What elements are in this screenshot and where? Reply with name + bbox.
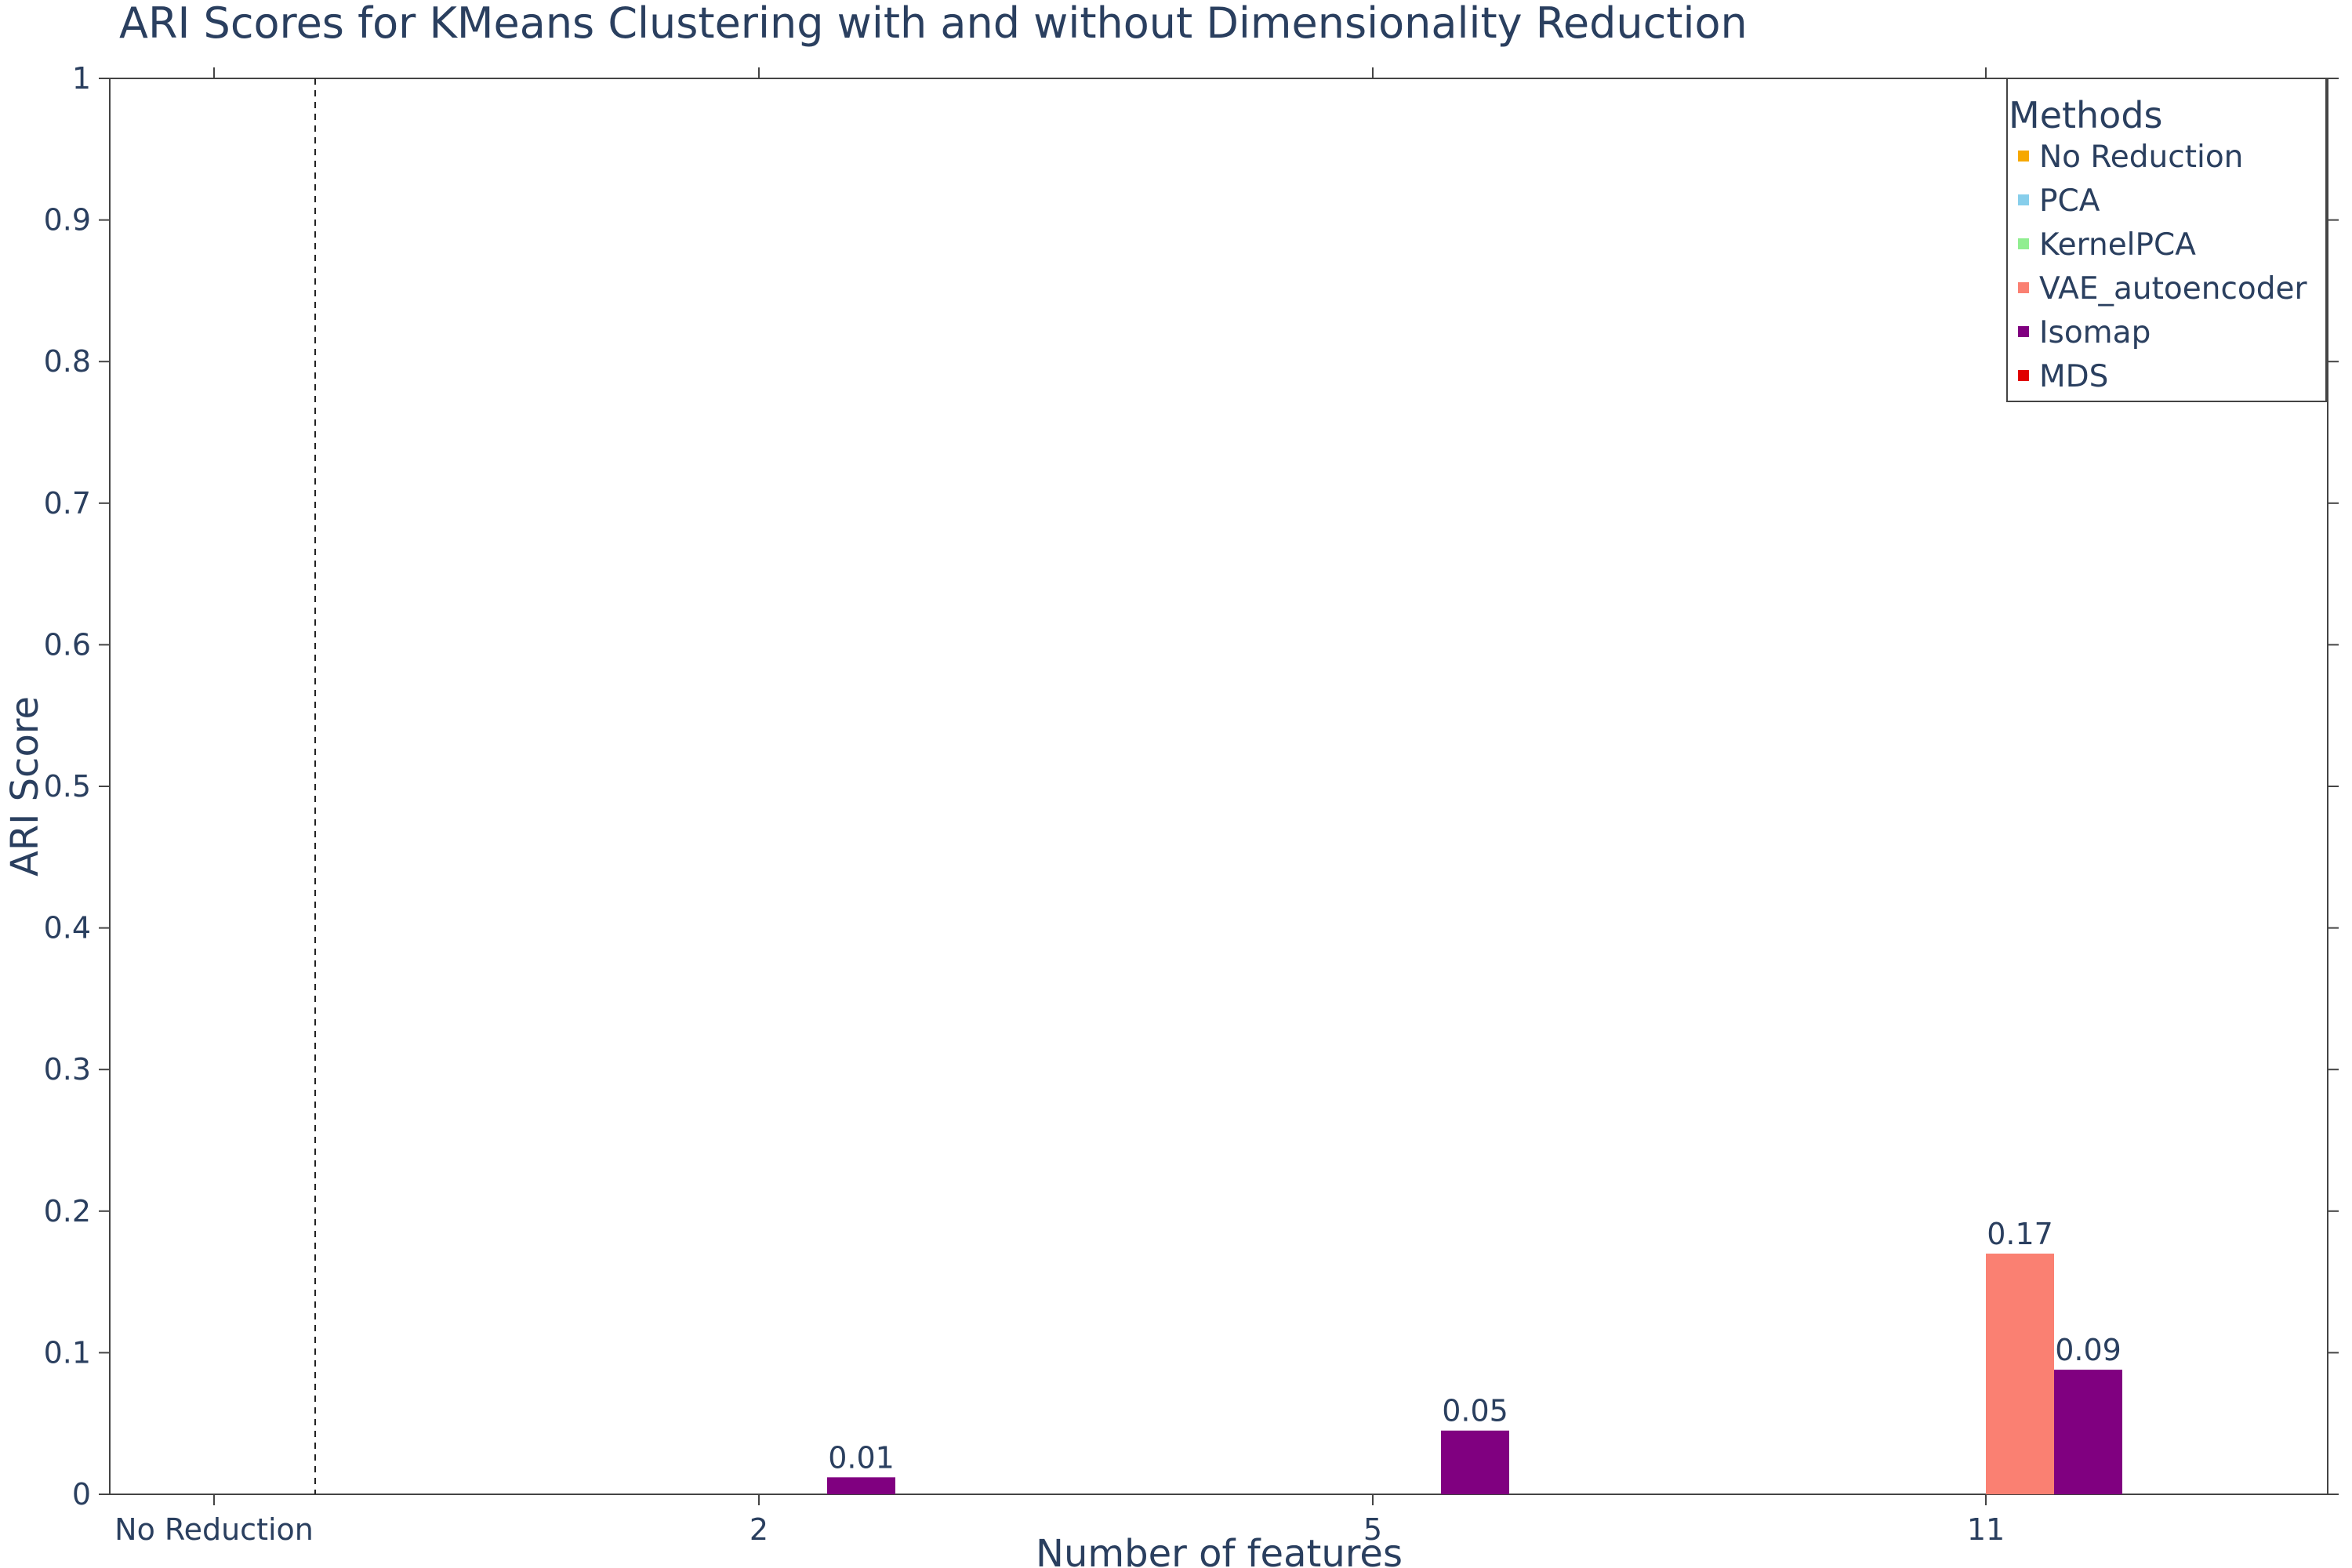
y-tick-label: 1 <box>72 61 91 96</box>
legend: Methods No Reduction PCA KernelPCA VAE_auto… <box>2006 78 2327 402</box>
legend-item[interactable]: VAE_autoencoder <box>2018 271 2308 307</box>
chart-title: ARI Scores for KMeans Clustering with an… <box>119 0 1748 48</box>
legend-swatch <box>2018 370 2029 381</box>
plot-area <box>109 78 2328 1495</box>
legend-swatch <box>2018 194 2029 205</box>
x-tick-label: No Reduction <box>114 1512 314 1547</box>
legend-swatch <box>2018 282 2029 293</box>
legend-item[interactable]: KernelPCA <box>2018 227 2196 263</box>
bar-data-label: 0.17 <box>1987 1217 2053 1251</box>
x-tick-label: 5 <box>1363 1512 1382 1547</box>
y-tick-label: 0.2 <box>44 1194 91 1229</box>
legend-item[interactable]: No Reduction <box>2018 140 2243 175</box>
bar-isomap-2 <box>827 1477 895 1494</box>
y-tick-label: 0.9 <box>44 203 91 238</box>
legend-label: PCA <box>2039 183 2100 219</box>
legend-swatch <box>2018 151 2029 162</box>
y-tick-label: 0.1 <box>44 1335 91 1370</box>
y-tick-label: 0.4 <box>44 911 91 946</box>
bar-isomap-5 <box>1441 1430 1509 1494</box>
y-tick-label: 0 <box>72 1477 91 1512</box>
legend-swatch <box>2018 238 2029 249</box>
bar-data-label: 0.05 <box>1442 1394 1508 1428</box>
x-tick-label: 11 <box>1967 1512 2005 1547</box>
y-tick-label: 0.8 <box>44 344 91 379</box>
bar-data-label: 0.09 <box>2055 1333 2122 1367</box>
plot-frame <box>109 78 2328 1495</box>
x-axis: No Reduction 2 5 11 <box>114 67 2005 1547</box>
legend-title: Methods <box>2009 94 2163 136</box>
legend-items: No Reduction PCA KernelPCA VAE_autoencoder I… <box>2018 140 2308 394</box>
legend-label: KernelPCA <box>2039 227 2196 263</box>
legend-item[interactable]: Isomap <box>2018 315 2151 350</box>
x-axis-title: Number of features <box>1036 1532 1403 1568</box>
x-tick-label: 2 <box>750 1512 768 1547</box>
legend-swatch <box>2018 326 2029 337</box>
y-axis-title: ARI Score <box>3 696 47 877</box>
bar-isomap-11 <box>2054 1370 2122 1494</box>
bar-data-label: 0.01 <box>828 1440 895 1475</box>
bars <box>827 1253 2122 1494</box>
legend-box <box>2006 78 2327 402</box>
legend-label: Isomap <box>2039 315 2151 350</box>
legend-label: VAE_autoencoder <box>2039 271 2308 307</box>
y-tick-label: 0.3 <box>44 1052 91 1087</box>
y-axis: 0 0.1 0.2 0.3 0.4 0.5 0.6 0.7 0.8 0.9 1 <box>44 61 2339 1512</box>
legend-label: No Reduction <box>2039 140 2243 175</box>
legend-item[interactable]: PCA <box>2018 183 2100 219</box>
y-tick-label: 0.5 <box>44 769 91 804</box>
bar-labels: 0.01 0.05 0.17 0.09 <box>828 1217 2122 1475</box>
bar-vae-autoencoder-11 <box>1986 1253 2054 1494</box>
legend-label: MDS <box>2039 359 2108 394</box>
y-tick-label: 0.6 <box>44 627 91 662</box>
y-tick-label: 0.7 <box>44 486 91 521</box>
legend-item[interactable]: MDS <box>2018 359 2108 394</box>
